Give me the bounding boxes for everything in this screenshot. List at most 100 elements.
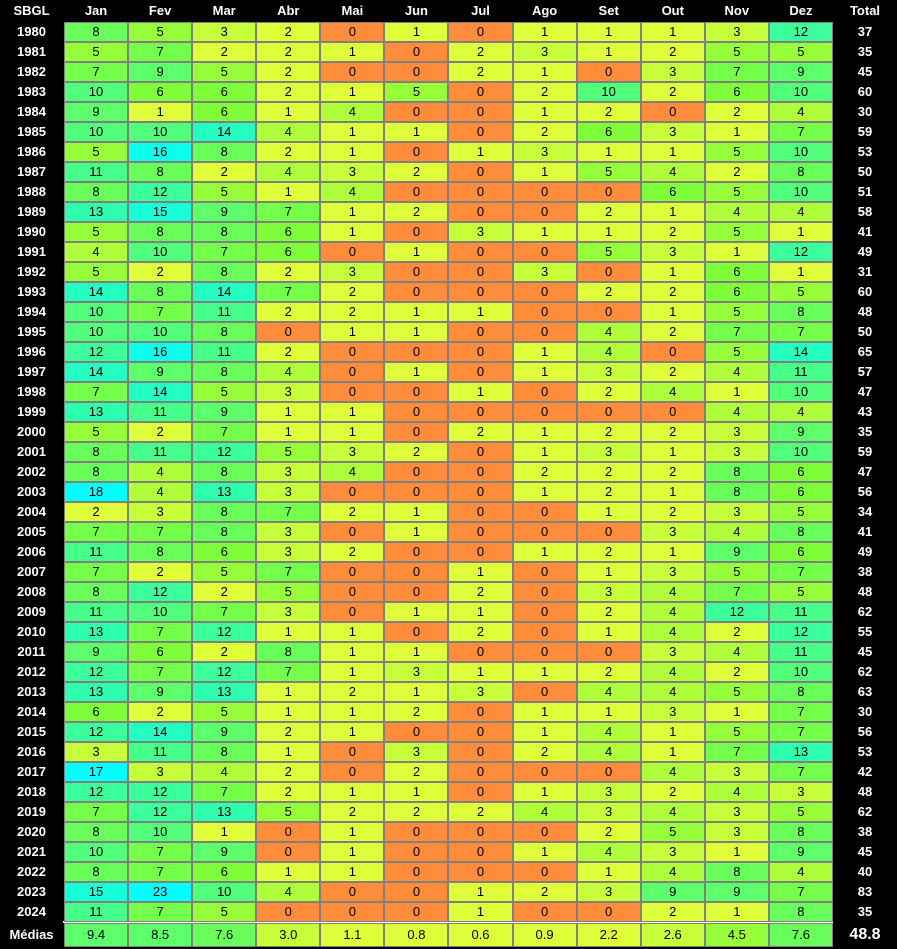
month-header: Jun (404, 3, 428, 18)
heatmap-cell: 0 (640, 102, 705, 122)
year-label: 1988 (17, 184, 46, 199)
heatmap-cell: 5 (704, 722, 769, 742)
heatmap-cell: 2 (576, 202, 641, 222)
heatmap-cell: 10 (64, 82, 129, 102)
heatmap-cell: 11 (768, 602, 833, 622)
heatmap-cell: 1 (320, 422, 385, 442)
heatmap-cell: 7 (64, 562, 129, 582)
year-label: 2014 (17, 704, 46, 719)
year-label: 2020 (17, 824, 46, 839)
month-average: 3.0 (256, 923, 321, 947)
year-total: 45 (857, 644, 873, 659)
month-average: 7.6 (768, 923, 833, 947)
heatmap-cell: 2 (256, 762, 321, 782)
heatmap-cell: 10 (64, 302, 129, 322)
heatmap-cell: 2 (448, 422, 513, 442)
heatmap-cell: 1 (384, 242, 449, 262)
heatmap-cell: 4 (768, 202, 833, 222)
heatmap-cell: 7 (64, 522, 129, 542)
heatmap-cell: 7 (192, 422, 257, 442)
heatmap-cell: 3 (704, 442, 769, 462)
year-total: 47 (857, 464, 873, 479)
heatmap-cell: 3 (384, 742, 449, 762)
heatmap-cell: 4 (640, 682, 705, 702)
year-label: 1992 (17, 264, 46, 279)
heatmap-cell: 8 (64, 822, 129, 842)
heatmap-cell: 0 (448, 182, 513, 202)
heatmap-cell: 9 (192, 722, 257, 742)
heatmap-cell: 1 (512, 722, 577, 742)
heatmap-cell: 0 (320, 742, 385, 762)
heatmap-cell: 4 (320, 182, 385, 202)
heatmap-cell: 3 (576, 802, 641, 822)
heatmap-cell: 3 (768, 782, 833, 802)
heatmap-cell: 9 (192, 842, 257, 862)
heatmap-cell: 0 (512, 762, 577, 782)
heatmap-cell: 12 (64, 722, 129, 742)
heatmap-cell: 1 (256, 742, 321, 762)
heatmap-cell: 2 (576, 602, 641, 622)
heatmap-cell: 1 (704, 842, 769, 862)
heatmap-cell: 1 (320, 722, 385, 742)
heatmap-cell: 0 (448, 462, 513, 482)
heatmap-cell: 11 (64, 162, 129, 182)
heatmap-cell: 4 (640, 762, 705, 782)
year-label: 2003 (17, 484, 46, 499)
heatmap-cell: 3 (128, 502, 193, 522)
heatmap-cell: 1 (320, 122, 385, 142)
heatmap-cell: 13 (64, 682, 129, 702)
heatmap-cell: 1 (640, 722, 705, 742)
year-label: 2007 (17, 564, 46, 579)
heatmap-cell: 1 (384, 782, 449, 802)
heatmap-cell: 2 (512, 882, 577, 902)
heatmap-cell: 1 (448, 382, 513, 402)
heatmap-cell: 5 (128, 22, 193, 42)
heatmap-cell: 3 (640, 122, 705, 142)
heatmap-cell: 1 (512, 542, 577, 562)
averages-label: Médias (9, 927, 54, 942)
heatmap-cell: 5 (192, 902, 257, 922)
heatmap-cell: 3 (64, 742, 129, 762)
heatmap-cell: 2 (576, 282, 641, 302)
year-label: 1990 (17, 224, 46, 239)
heatmap-cell: 0 (448, 862, 513, 882)
heatmap-cell: 2 (448, 62, 513, 82)
heatmap-cell: 3 (576, 782, 641, 802)
heatmap-cell: 1 (320, 622, 385, 642)
heatmap-cell: 1 (448, 562, 513, 582)
heatmap-cell: 7 (768, 722, 833, 742)
month-header: Nov (724, 3, 750, 18)
heatmap-cell: 3 (448, 682, 513, 702)
heatmap-cell: 5 (640, 822, 705, 842)
heatmap-cell: 9 (768, 422, 833, 442)
heatmap-cell: 0 (384, 542, 449, 562)
heatmap-cell: 9 (640, 882, 705, 902)
heatmap-cell: 12 (768, 622, 833, 642)
heatmap-cell: 1 (320, 222, 385, 242)
heatmap-cell: 1 (320, 42, 385, 62)
year-label: 2021 (17, 844, 46, 859)
heatmap-cell: 2 (384, 702, 449, 722)
heatmap-cell: 1 (512, 22, 577, 42)
heatmap-cell: 0 (512, 562, 577, 582)
heatmap-cell: 5 (64, 422, 129, 442)
heatmap-cell: 8 (768, 302, 833, 322)
heatmap-cell: 14 (192, 282, 257, 302)
heatmap-cell: 2 (704, 622, 769, 642)
heatmap-cell: 2 (640, 902, 705, 922)
heatmap-cell: 1 (704, 242, 769, 262)
heatmap-cell: 8 (256, 642, 321, 662)
heatmap-cell: 0 (576, 642, 641, 662)
heatmap-cell: 7 (704, 582, 769, 602)
heatmap-cell: 1 (384, 362, 449, 382)
month-average: 8.5 (128, 923, 193, 947)
heatmap-cell: 2 (704, 662, 769, 682)
month-header: Jan (84, 3, 108, 18)
heatmap-cell: 12 (128, 782, 193, 802)
year-total: 58 (857, 204, 873, 219)
heatmap-cell: 4 (768, 862, 833, 882)
heatmap-cell: 2 (320, 502, 385, 522)
heatmap-cell: 0 (256, 322, 321, 342)
heatmap-cell: 3 (640, 62, 705, 82)
corner-label: SBGL (13, 3, 50, 18)
